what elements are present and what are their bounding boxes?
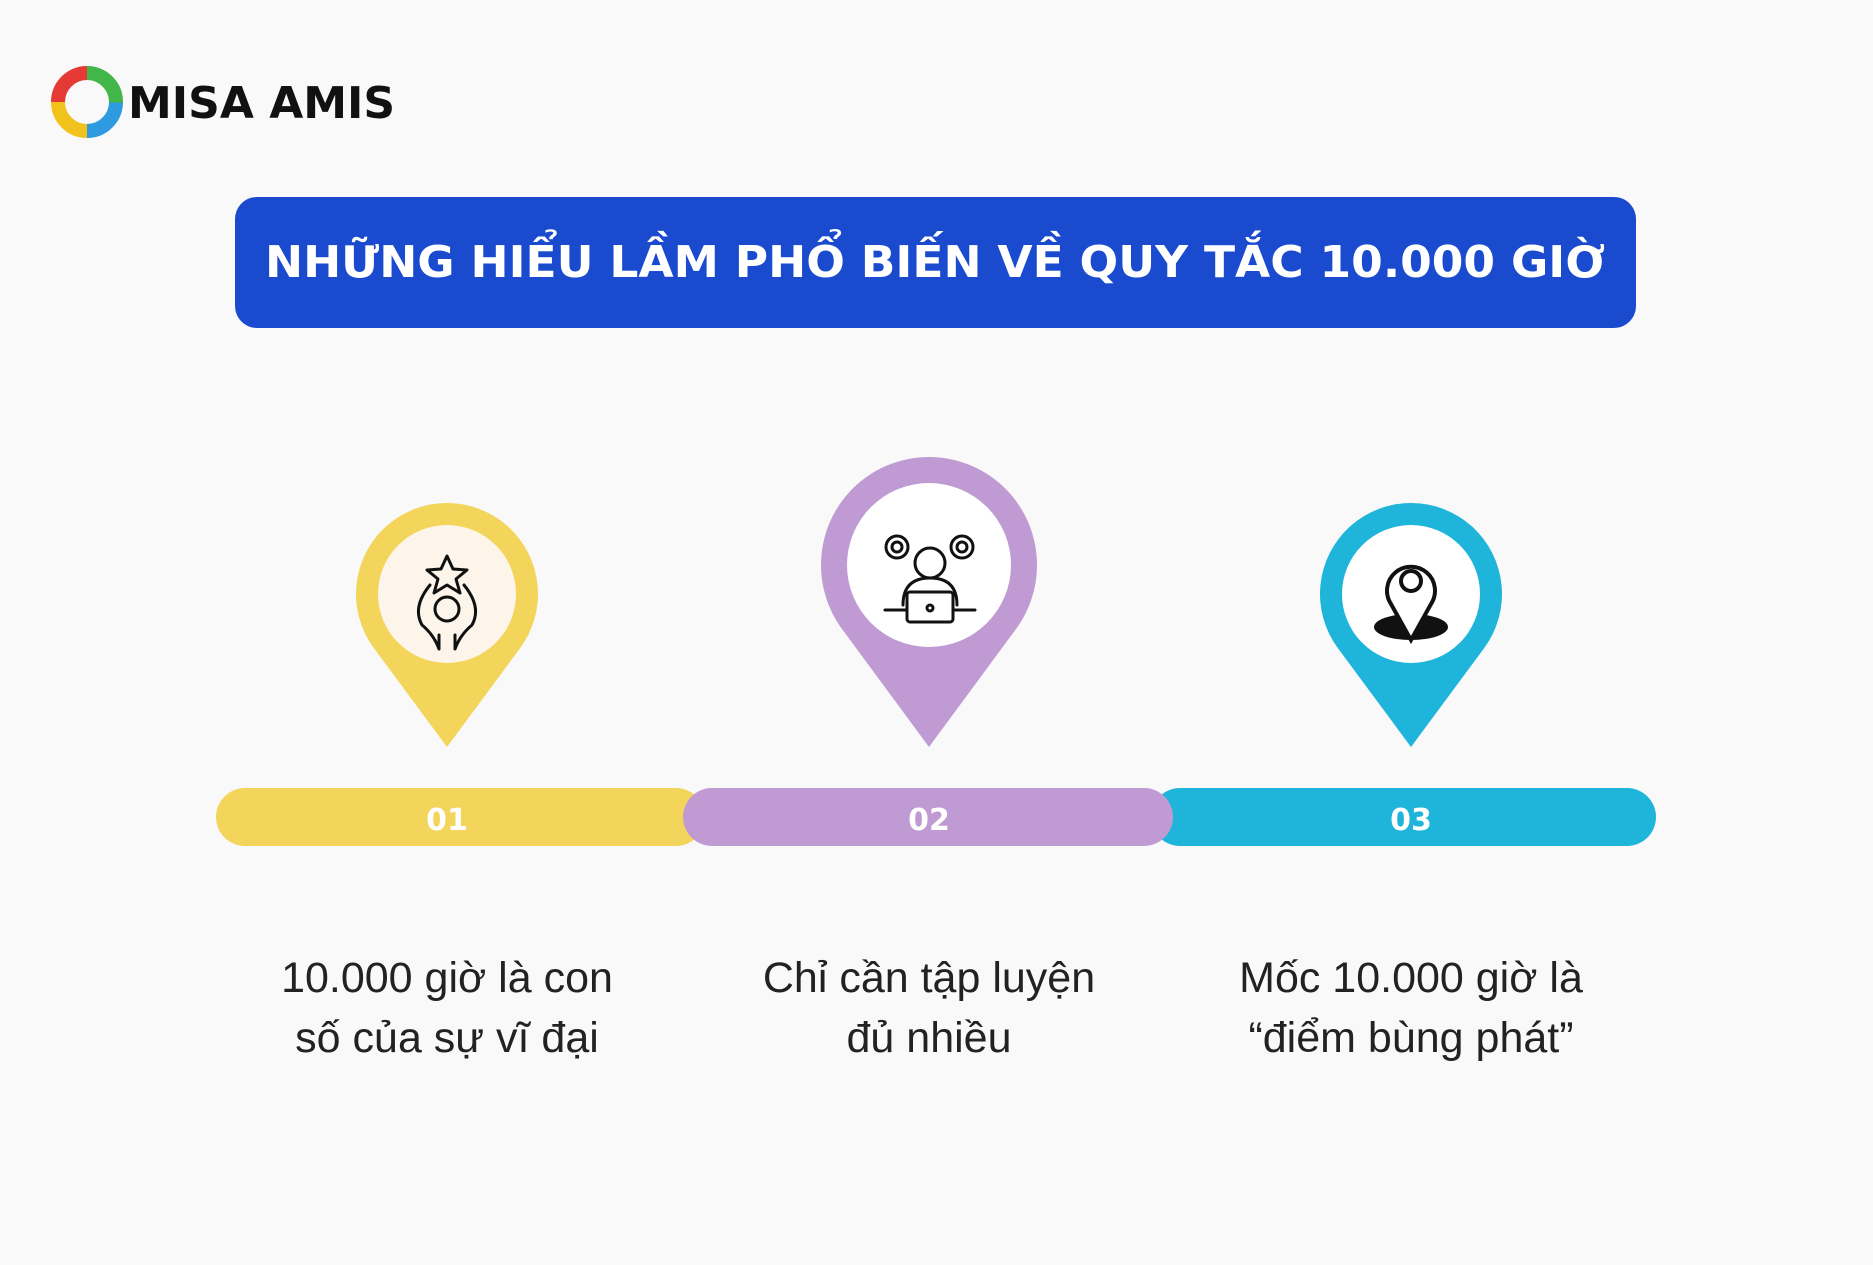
- description-line: đủ nhiều: [847, 1014, 1012, 1062]
- icon-location: [1374, 564, 1448, 645]
- title-box: [235, 197, 1636, 328]
- step-number: 02: [908, 803, 950, 838]
- description-line: Mốc 10.000 giờ là: [1239, 954, 1583, 1002]
- pin-inner: [378, 525, 516, 663]
- icon-star-person: [416, 554, 478, 651]
- title: NHỮNG HIỂU LẦM PHỔ BIẾN VỀ QUY TẮC 10.00…: [265, 228, 1605, 288]
- description-line: 10.000 giờ là con: [281, 954, 613, 1002]
- descriptions: 10.000 giờ là con số của sự vĩ đại Chỉ cần…: [281, 954, 1583, 1062]
- description-line: “điểm bùng phát”: [1248, 1014, 1573, 1062]
- pin-inner: [847, 483, 1011, 647]
- timeline-segment: [216, 788, 705, 846]
- logo-arc: [51, 66, 123, 138]
- step-number: 03: [1390, 803, 1432, 838]
- step-number: 01: [426, 803, 468, 838]
- icons: [416, 534, 1448, 651]
- icon-laptop-person: [883, 534, 977, 624]
- description-line: Chỉ cần tập luyện: [763, 954, 1095, 1002]
- logo-text: MISA AMIS: [128, 78, 395, 129]
- timeline-segment: [1151, 788, 1656, 846]
- description-line: số của sự vĩ đại: [295, 1014, 599, 1062]
- timeline-segment: [683, 788, 1173, 846]
- logo: MISA AMIS: [51, 66, 395, 138]
- timeline: 01 02 03: [216, 788, 1656, 846]
